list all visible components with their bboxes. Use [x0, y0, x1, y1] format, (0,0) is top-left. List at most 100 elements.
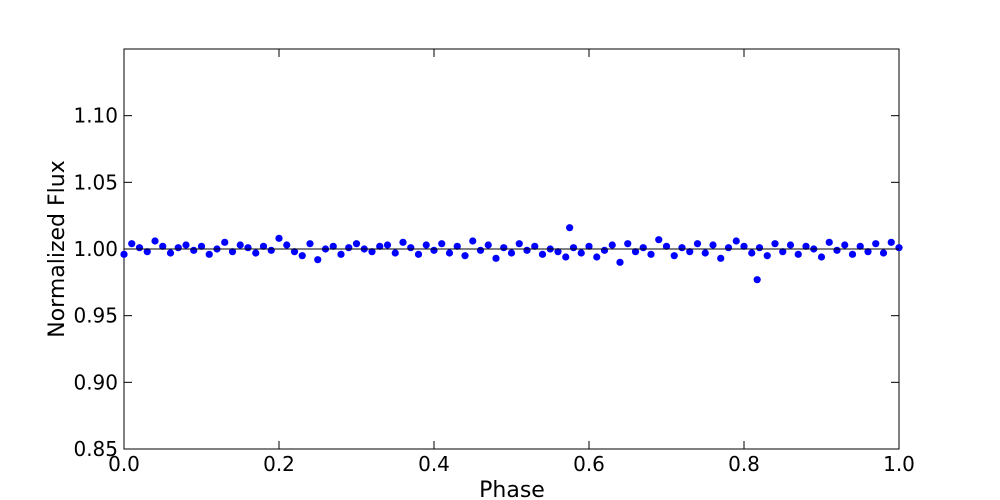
data-point	[600, 246, 609, 254]
data-point	[407, 244, 415, 252]
data-point	[197, 242, 206, 250]
data-point	[461, 252, 469, 260]
data-point	[438, 240, 446, 248]
data-point	[848, 250, 857, 258]
data-point	[166, 249, 175, 257]
x-tick-label: 0.8	[728, 452, 760, 476]
data-point	[120, 250, 128, 258]
x-tick-label: 0.4	[418, 452, 450, 476]
data-point	[143, 248, 151, 256]
data-point	[228, 248, 237, 256]
data-point	[290, 248, 299, 256]
data-point	[709, 241, 717, 249]
data-point	[259, 242, 268, 250]
data-point	[345, 244, 353, 252]
data-point	[639, 244, 647, 252]
data-point	[337, 250, 345, 258]
y-tick-label: 0.95	[73, 304, 118, 328]
data-point	[763, 252, 771, 260]
data-point	[631, 248, 640, 256]
data-point	[608, 241, 616, 249]
data-point	[616, 258, 624, 266]
data-point	[306, 240, 314, 248]
data-point	[391, 249, 399, 257]
data-point	[802, 242, 810, 250]
data-point	[244, 244, 252, 252]
data-point	[298, 252, 306, 260]
data-point	[678, 244, 686, 252]
data-point	[856, 242, 864, 250]
data-point	[895, 244, 903, 252]
y-tick-label: 0.90	[73, 370, 118, 394]
data-point	[554, 248, 562, 256]
data-point	[701, 249, 709, 257]
data-point	[693, 240, 702, 248]
data-point	[887, 238, 895, 246]
data-point	[368, 248, 376, 256]
data-point	[879, 249, 888, 257]
data-point	[755, 244, 764, 252]
data-point	[515, 240, 523, 248]
data-point	[453, 242, 461, 250]
data-point	[662, 242, 671, 250]
data-point	[717, 254, 725, 262]
y-tick-label: 0.85	[73, 437, 118, 461]
data-point	[484, 241, 492, 249]
data-point	[275, 234, 283, 242]
data-point	[507, 249, 516, 257]
data-point	[732, 237, 740, 245]
data-point	[236, 241, 244, 249]
data-point	[753, 276, 761, 284]
data-point	[825, 238, 833, 246]
data-point	[383, 241, 392, 249]
data-point	[151, 237, 159, 245]
data-point	[135, 244, 144, 252]
x-tick-label: 0.6	[573, 452, 605, 476]
data-point	[655, 236, 663, 244]
data-point	[585, 242, 593, 250]
data-point	[569, 244, 578, 252]
data-point	[686, 248, 694, 256]
data-point	[833, 246, 841, 254]
data-point	[566, 224, 574, 232]
data-point	[476, 246, 485, 254]
data-point	[159, 242, 167, 250]
data-point	[221, 238, 229, 246]
data-point	[786, 241, 795, 249]
data-point	[771, 240, 779, 248]
x-tick-label: 1.0	[883, 452, 915, 476]
data-point	[577, 249, 585, 257]
data-point	[422, 241, 430, 249]
data-point	[267, 246, 275, 254]
x-axis-label: Phase	[479, 478, 545, 500]
data-point	[794, 250, 802, 258]
data-point	[314, 256, 322, 264]
data-point	[352, 240, 361, 248]
data-point	[817, 253, 826, 261]
data-point	[779, 248, 787, 256]
data-point	[500, 244, 508, 252]
y-tick-label: 1.10	[73, 104, 118, 128]
y-tick-label: 1.00	[73, 237, 118, 261]
y-axis-label: Normalized Flux	[45, 160, 70, 337]
data-point	[523, 246, 531, 254]
data-point	[414, 250, 423, 258]
data-point	[445, 249, 454, 257]
data-point	[190, 246, 198, 254]
data-point	[841, 241, 849, 249]
data-point	[182, 241, 190, 249]
data-point	[399, 238, 407, 246]
data-point	[647, 250, 655, 258]
data-point	[864, 248, 872, 256]
data-point	[492, 254, 500, 262]
x-tick-label: 0.0	[108, 452, 140, 476]
data-point	[252, 249, 260, 257]
data-point	[562, 253, 570, 261]
data-point	[430, 246, 438, 254]
data-point	[329, 242, 337, 250]
y-tick-label: 1.05	[73, 170, 118, 194]
data-point	[531, 242, 539, 250]
data-point	[469, 237, 477, 245]
data-point	[174, 244, 182, 252]
data-point	[376, 242, 384, 250]
